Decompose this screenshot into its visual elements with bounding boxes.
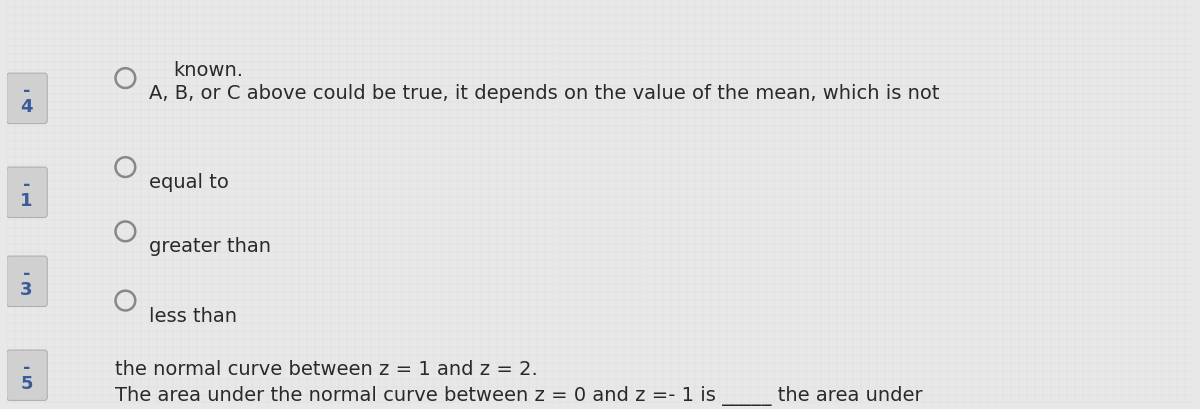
- Text: the normal curve between z = 1 and z = 2.: the normal curve between z = 1 and z = 2…: [115, 359, 539, 378]
- Text: -: -: [23, 175, 30, 193]
- FancyBboxPatch shape: [7, 74, 47, 124]
- Text: known.: known.: [173, 61, 242, 80]
- Text: greater than: greater than: [149, 237, 271, 256]
- Text: 3: 3: [20, 280, 32, 298]
- Text: -: -: [23, 358, 30, 376]
- Text: A, B, or C above could be true, it depends on the value of the mean, which is no: A, B, or C above could be true, it depen…: [149, 84, 940, 103]
- FancyBboxPatch shape: [7, 350, 47, 400]
- Text: less than: less than: [149, 306, 238, 325]
- Text: The area under the normal curve between z = 0 and z =- 1 is _____ the area under: The area under the normal curve between …: [115, 385, 923, 405]
- Text: equal to: equal to: [149, 173, 229, 191]
- Text: 1: 1: [20, 191, 32, 209]
- Text: -: -: [23, 264, 30, 282]
- Text: 4: 4: [20, 98, 32, 115]
- Text: 5: 5: [20, 374, 32, 392]
- FancyBboxPatch shape: [7, 168, 47, 218]
- FancyBboxPatch shape: [7, 256, 47, 307]
- Text: -: -: [23, 82, 30, 100]
